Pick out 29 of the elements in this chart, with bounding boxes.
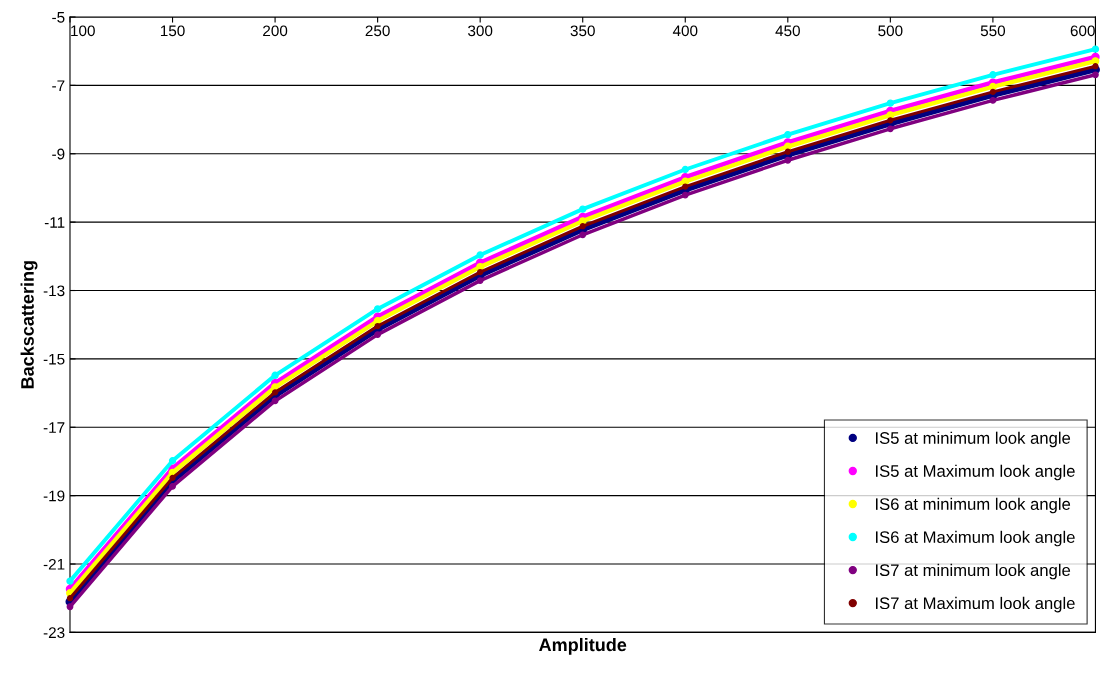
y-tick-label: -9 [52, 148, 65, 160]
x-tick-label: 200 [263, 25, 288, 37]
y-tick-label: -5 [52, 12, 65, 23]
y-tick-label: -7 [52, 80, 65, 91]
y-tick-label: -19 [43, 490, 65, 502]
x-tick-label: 600 [1070, 25, 1095, 37]
x-tick-label: 350 [570, 25, 595, 37]
x-tick-label: 300 [468, 25, 493, 37]
x-tick-label: 550 [980, 25, 1006, 37]
x-tick-label: 500 [878, 25, 903, 37]
x-tick-label: 450 [775, 25, 800, 37]
legend-label: IS6 at minimum look angle [875, 497, 1071, 514]
legend-label: IS5 at minimum look angle [875, 431, 1071, 448]
legend-label: IS7 at Maximum look angle [875, 596, 1075, 613]
y-tick-label: -15 [43, 353, 65, 365]
x-tick-label: 400 [672, 25, 698, 37]
x-axis-title: Amplitude [539, 637, 627, 655]
y-tick-label: -13 [43, 285, 65, 297]
x-tick-label: 150 [160, 25, 185, 37]
y-tick-label: -11 [44, 217, 65, 228]
x-tick-label: 250 [365, 25, 390, 37]
y-tick-label: -21 [43, 558, 65, 570]
legend-label: IS7 at minimum look angle [875, 563, 1071, 580]
legend-label: IS5 at Maximum look angle [875, 464, 1075, 481]
y-axis-title: Backscattering [20, 261, 38, 389]
legend-label: IS6 at Maximum look angle [875, 530, 1075, 547]
x-tick-label: 100 [71, 25, 95, 37]
y-tick-label: -17 [43, 422, 65, 433]
y-tick-label: -23 [43, 627, 65, 639]
